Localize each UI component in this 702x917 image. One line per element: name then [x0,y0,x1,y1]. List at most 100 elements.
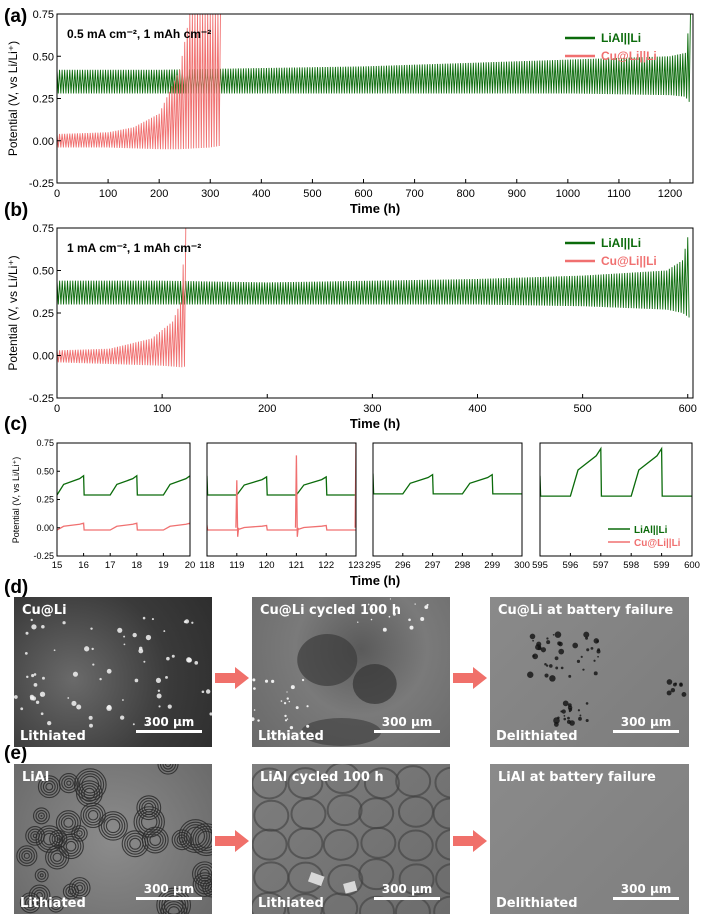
x-tick-label: 17 [105,560,116,571]
culi-voltage-spike [294,455,299,537]
micrograph-texture [14,616,212,728]
scale-bar: 300 μm [613,882,679,900]
scale-bar-line [613,730,679,733]
panel-letter-d: (d) [4,577,29,598]
x-tick-label: 20 [185,560,196,571]
y-tick-label: 0.00 [33,351,54,363]
x-tick-label: 16 [78,560,89,571]
micrograph-title: LiAl at battery failure [498,770,656,785]
scale-bar-label: 300 μm [381,882,433,896]
panel-letter-a: (a) [4,6,28,27]
micrograph-state: Delithiated [496,896,578,911]
legend-label: LiAl||Li [634,525,668,536]
y-tick-label: 0.75 [33,223,54,235]
x-tick-label: 1100 [607,188,631,200]
series-liall-line [57,14,691,102]
y-tick-label: 0.25 [33,308,54,320]
x-axis-label: Time (h) [350,416,400,431]
scale-bar-label: 300 μm [381,715,433,729]
scale-bar-line [374,730,440,733]
scale-bar: 300 μm [374,882,440,900]
scale-bar-label: 300 μm [620,882,672,896]
micrograph-texture [527,631,687,727]
micrograph-culi-2: Cu@Li cycled 100 h Lithiated 300 μm [252,597,450,747]
x-tick-label: 200 [258,403,276,415]
x-axis-label: Time (h) [350,573,400,588]
legend-label: LiAl||Li [601,31,641,45]
x-tick-label: 1000 [556,188,580,200]
x-tick-label: 800 [456,188,474,200]
x-tick-label: 597 [593,560,609,571]
x-tick-label: 118 [199,560,214,571]
series-culi-line [207,524,356,531]
y-tick-label: 0.50 [33,266,54,278]
x-tick-label: 298 [454,560,470,571]
series-liall-line [57,474,190,496]
scale-bar-label: 300 μm [143,882,195,896]
micrograph-state: Lithiated [258,896,324,911]
micrograph-title: Cu@Li cycled 100 h [260,603,401,618]
x-tick-label: 19 [158,560,169,571]
scale-bar: 300 μm [136,882,202,900]
micrograph-state: Lithiated [20,729,86,744]
scale-bar-label: 300 μm [143,715,195,729]
x-tick-label: 600 [684,560,700,571]
culi-voltage-spike [235,480,240,537]
x-tick-label: 1200 [658,188,682,200]
x-tick-label: 500 [573,403,591,415]
y-tick-label: 0.00 [33,136,54,148]
x-tick-label: 122 [318,560,334,571]
scale-bar: 300 μm [613,715,679,733]
y-tick-label: 0.25 [36,495,54,505]
condition-annotation: 1 mA cm⁻², 1 mAh cm⁻² [67,241,201,255]
x-tick-label: 300 [201,188,219,200]
micrograph-title: LiAl [22,770,50,785]
y-tick-label: 0.75 [33,9,54,21]
scale-bar-label: 300 μm [620,715,672,729]
series-liall-line [373,473,522,495]
x-tick-label: 595 [532,560,548,571]
x-tick-label: 121 [288,560,304,571]
right-arrow-icon [215,667,249,689]
legend-label: Cu@Li||Li [601,254,657,268]
chart-a: -0.25 0.00 0.25 0.50 0.75 0 100 200 300 400 500 600… [6,9,694,216]
micrograph-state: Delithiated [496,729,578,744]
y-tick-label: 0.25 [33,94,54,106]
panel-letter-c: (c) [4,414,28,435]
subplot-frame [539,442,693,557]
chart-b: -0.25 0.00 0.25 0.50 0.75 0 100 200 300 400 500 600… [6,223,697,431]
subplot-frame [372,442,523,557]
x-tick-label: 120 [259,560,275,571]
scale-bar-line [136,897,202,900]
y-tick-label: -0.25 [29,178,54,190]
panel-letter-b: (b) [4,200,29,221]
x-tick-label: 599 [654,560,670,571]
x-tick-label: 700 [405,188,423,200]
y-axis-label: Potential (V, vs Li/Li⁺) [6,255,20,370]
series-liall-line [540,446,692,497]
y-axis-label: Potential (V, vs Li/Li⁺) [11,457,21,543]
scale-bar-line [374,897,440,900]
y-tick-label: 0.50 [33,51,54,63]
legend-label: Cu@Li||Li [601,49,657,63]
x-tick-label: 400 [468,403,486,415]
right-arrow-icon [215,830,249,852]
scale-bar-line [136,730,202,733]
subplot-frame [56,442,191,557]
scale-bar: 300 μm [374,715,440,733]
x-tick-label: 123 [348,560,364,571]
y-tick-label: 0.50 [36,466,54,476]
y-tick-label: 0.00 [36,523,54,533]
micrograph-state: Lithiated [258,729,324,744]
condition-annotation: 0.5 mA cm⁻², 1 mAh cm⁻² [67,27,211,41]
x-tick-label: 295 [365,560,381,571]
x-tick-label: 15 [52,560,63,571]
micrograph-title: Cu@Li [22,603,67,618]
x-tick-label: 297 [425,560,441,571]
series-liall-line [57,237,690,318]
x-tick-label: 500 [303,188,321,200]
scale-bar: 300 μm [136,715,202,733]
micrograph-lial-1: LiAl Lithiated 300 μm [14,764,212,914]
micrograph-culi-1: Cu@Li Lithiated 300 μm [14,597,212,747]
